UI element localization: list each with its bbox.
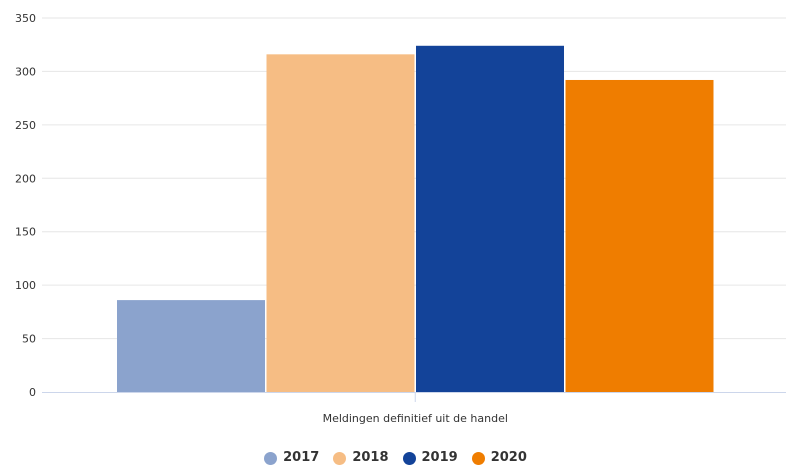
y-tick-label: 350 bbox=[15, 12, 36, 25]
y-axis-ticks: 0 50 100 150 200 250 300 350 bbox=[15, 12, 36, 399]
legend-marker bbox=[402, 451, 416, 465]
y-tick-label: 100 bbox=[15, 279, 36, 292]
y-tick-label: 150 bbox=[15, 226, 36, 239]
bar-2018[interactable] bbox=[266, 54, 415, 393]
y-tick-label: 0 bbox=[29, 386, 36, 399]
bar-2017[interactable] bbox=[117, 300, 265, 392]
bar-2020[interactable] bbox=[565, 79, 714, 392]
legend-label: 2017 bbox=[283, 451, 320, 465]
legend-item-2017[interactable]: 2017 bbox=[264, 451, 319, 465]
legend-item-2019[interactable]: 2019 bbox=[402, 451, 458, 465]
y-tick-label: 200 bbox=[15, 172, 36, 185]
y-tick-label: 300 bbox=[15, 65, 36, 78]
legend-label: 2019 bbox=[421, 451, 458, 465]
legend: 2017 2018 2019 2020 bbox=[0, 451, 791, 465]
bar-2019[interactable] bbox=[416, 45, 564, 392]
x-category-label: Meldingen definitief uit de handel bbox=[323, 412, 508, 425]
legend-marker bbox=[264, 451, 278, 465]
bars bbox=[117, 45, 714, 393]
legend-item-2020[interactable]: 2020 bbox=[471, 451, 527, 465]
legend-label: 2018 bbox=[352, 451, 389, 465]
y-tick-label: 50 bbox=[22, 333, 36, 346]
y-tick-label: 250 bbox=[15, 119, 36, 132]
legend-marker bbox=[333, 451, 347, 465]
legend-label: 2020 bbox=[490, 451, 527, 465]
legend-marker bbox=[471, 451, 485, 465]
legend-item-2018[interactable]: 2018 bbox=[333, 451, 389, 465]
